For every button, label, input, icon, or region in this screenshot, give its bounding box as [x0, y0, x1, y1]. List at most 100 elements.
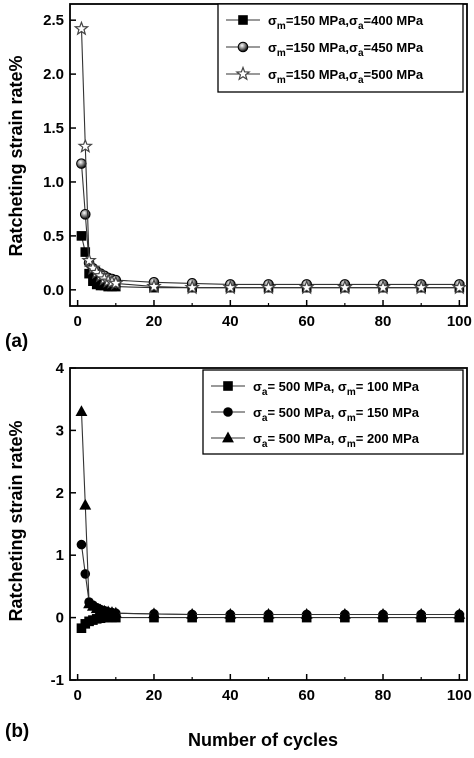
- legend-subscript: a: [262, 439, 268, 450]
- legend-subscript: m: [347, 439, 356, 450]
- series-line: [80, 544, 460, 616]
- x-tick-label: 0: [73, 687, 81, 704]
- y-tick-label: 1.5: [43, 120, 64, 137]
- panel-b-x-axis-title: Number of cycles: [188, 730, 338, 750]
- data-point: [453, 608, 466, 619]
- x-tick-label: 60: [298, 687, 315, 704]
- series-line: [80, 163, 460, 285]
- data-point: [186, 608, 199, 619]
- legend-text: σ: [268, 67, 277, 82]
- x-tick-label: 60: [298, 313, 315, 330]
- x-tick-label: 20: [146, 313, 163, 330]
- legend-text: =500 MPa: [364, 67, 424, 82]
- legend-marker: [238, 15, 248, 25]
- data-point: [148, 607, 160, 619]
- legend-text: = 500 MPa, σ: [267, 431, 346, 446]
- y-tick-label: 0.0: [43, 282, 64, 299]
- x-tick-label: 80: [375, 313, 392, 330]
- panel-a-y-axis-title: Ratcheting strain rate%: [6, 55, 26, 256]
- data-point: [451, 279, 468, 295]
- legend-text: σ: [253, 431, 262, 446]
- y-tick-label: 0: [56, 610, 64, 627]
- data-point: [224, 608, 237, 619]
- legend-marker: [235, 65, 251, 81]
- series-3: [75, 405, 466, 619]
- panel-a-label: (a): [5, 331, 28, 352]
- legend-marker: [223, 381, 233, 391]
- x-tick-label: 20: [146, 687, 163, 704]
- data-point: [298, 279, 315, 295]
- legend-subscript: m: [277, 21, 286, 32]
- legend-label: σa= 500 MPa, σm= 200 MPa: [253, 431, 420, 450]
- legend-text: σ: [268, 13, 277, 28]
- legend-label: σm=150 MPa,σa=500 MPa: [268, 67, 424, 86]
- data-point: [377, 608, 389, 619]
- y-tick-label: -1: [51, 672, 64, 689]
- legend-text: =150 MPa,σ: [286, 13, 358, 28]
- legend-text: =150 MPa,σ: [286, 67, 358, 82]
- data-point: [76, 158, 87, 169]
- legend-text: σ: [253, 379, 262, 394]
- data-point: [415, 608, 428, 619]
- legend-subscript: m: [347, 413, 356, 424]
- data-point: [300, 608, 313, 619]
- x-tick-label: 80: [375, 687, 392, 704]
- x-tick-label: 40: [222, 687, 239, 704]
- series-2: [76, 158, 465, 290]
- data-point: [79, 498, 92, 510]
- legend-text: =150 MPa,σ: [286, 40, 358, 55]
- data-point: [184, 279, 200, 295]
- data-point: [77, 138, 94, 154]
- data-point: [75, 405, 88, 416]
- x-tick-label: 100: [447, 313, 472, 330]
- series-2: [76, 539, 465, 620]
- legend-subscript: a: [262, 387, 268, 398]
- legend-marker: [223, 407, 233, 417]
- data-point: [109, 606, 122, 618]
- legend-text: =400 MPa: [364, 13, 424, 28]
- legend-subscript: a: [358, 48, 364, 59]
- data-point: [375, 279, 391, 295]
- data-point: [413, 279, 430, 295]
- data-point: [222, 279, 239, 295]
- y-tick-label: 4: [56, 360, 65, 377]
- data-point: [79, 209, 91, 220]
- legend-text: = 500 MPa, σ: [267, 379, 346, 394]
- data-point: [337, 279, 353, 295]
- y-tick-label: 1: [56, 547, 64, 564]
- legend-subscript: m: [277, 48, 286, 59]
- data-point: [80, 569, 91, 579]
- legend-subscript: m: [347, 387, 356, 398]
- y-tick-label: 2: [56, 485, 64, 502]
- data-point: [146, 278, 162, 294]
- data-point: [80, 247, 91, 257]
- legend-subscript: a: [358, 75, 364, 86]
- legend-box: [217, 3, 464, 93]
- legend-label: σa= 500 MPa, σm= 150 MPa: [253, 405, 420, 424]
- data-point: [76, 231, 87, 241]
- panel-b-label: (b): [5, 721, 29, 742]
- series-3: [73, 20, 468, 295]
- legend-label: σm=150 MPa,σa=400 MPa: [268, 13, 424, 32]
- legend-marker: [237, 41, 249, 53]
- data-point: [76, 539, 87, 550]
- x-tick-label: 40: [222, 313, 239, 330]
- legend-text: = 150 MPa: [356, 405, 420, 420]
- data-point: [73, 20, 90, 36]
- legend-label: σa= 500 MPa, σm= 100 MPa: [253, 379, 420, 398]
- legend-subscript: a: [262, 413, 268, 424]
- y-tick-label: 2.5: [43, 12, 64, 29]
- legend-subscript: a: [358, 21, 364, 32]
- x-tick-label: 0: [73, 313, 81, 330]
- legend-text: =450 MPa: [364, 40, 424, 55]
- legend-text: = 200 MPa: [356, 431, 420, 446]
- legend-text: = 100 MPa: [356, 379, 420, 394]
- y-tick-label: 0.5: [43, 228, 64, 245]
- data-point: [338, 608, 351, 619]
- legend-text: = 500 MPa, σ: [267, 405, 346, 420]
